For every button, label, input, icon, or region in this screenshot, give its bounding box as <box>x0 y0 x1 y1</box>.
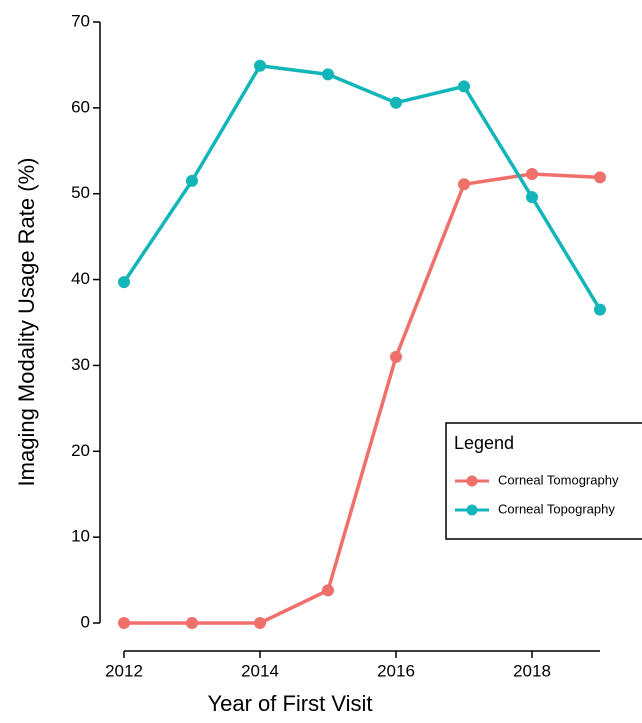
y-tick-label: 20 <box>71 441 90 460</box>
legend-marker <box>466 504 478 516</box>
y-tick-label: 50 <box>71 183 90 202</box>
y-tick-label: 30 <box>71 355 90 374</box>
point <box>458 80 470 93</box>
x-tick-label: 2012 <box>105 661 143 680</box>
point <box>118 276 130 289</box>
point <box>458 178 470 191</box>
point <box>390 96 402 109</box>
y-axis-label: Imaging Modality Usage Rate (%) <box>14 158 39 487</box>
y-tick-label: 0 <box>81 612 90 631</box>
y-tick-label: 40 <box>71 269 90 288</box>
point <box>594 303 606 316</box>
point <box>254 59 266 72</box>
x-axis-label: Year of First Visit <box>207 691 372 716</box>
legend-label: Corneal Topography <box>498 501 615 516</box>
point <box>322 584 334 597</box>
legend-marker <box>466 475 478 487</box>
point <box>186 617 198 629</box>
point <box>186 174 198 187</box>
series-line <box>124 172 601 625</box>
legend-title: Legend <box>454 433 514 453</box>
point <box>254 617 266 629</box>
point <box>390 350 402 363</box>
x-tick-label: 2018 <box>513 661 551 680</box>
x-tick-label: 2016 <box>377 661 415 680</box>
y-tick-label: 70 <box>71 11 90 30</box>
legend-label: Corneal Tomography <box>498 472 619 487</box>
point <box>118 617 130 629</box>
point <box>594 171 606 184</box>
y-tick-label: 60 <box>71 97 90 116</box>
point <box>526 167 538 180</box>
y-tick-label: 10 <box>71 527 90 546</box>
series-line <box>122 63 602 311</box>
x-tick-label: 2014 <box>241 661 279 680</box>
point <box>526 191 538 204</box>
point <box>322 68 334 81</box>
